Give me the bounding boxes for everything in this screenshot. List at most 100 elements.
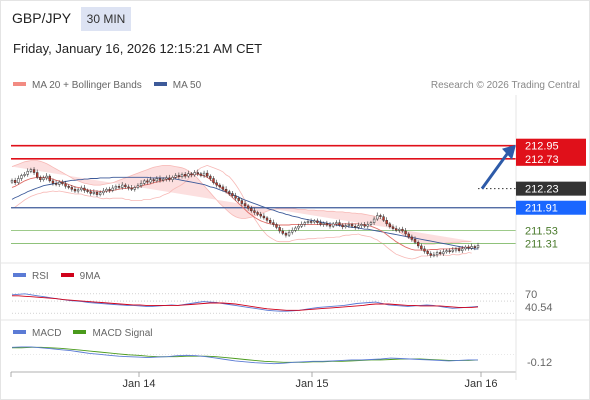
candle-body (171, 177, 174, 180)
symbol-title: GBP/JPY (12, 10, 72, 26)
candle-body (155, 178, 159, 182)
candle-body (121, 184, 124, 188)
candle-body (102, 190, 105, 194)
candle-body (429, 253, 432, 256)
candle-body (130, 187, 133, 190)
resistance-1-tag: 212.95 (525, 141, 559, 153)
candle-body (237, 197, 240, 201)
candle-body (262, 215, 266, 219)
candle-body (174, 175, 177, 178)
candle-body (382, 216, 385, 221)
candle-body (360, 224, 363, 226)
candle-body (58, 181, 61, 185)
candle-body (177, 175, 181, 177)
datetime-label: Friday, January 16, 2026 12:15:21 AM CET (13, 41, 263, 56)
candle-body (426, 251, 429, 254)
candle-body (256, 212, 259, 215)
candle-body (39, 177, 42, 180)
candle-body (420, 245, 423, 250)
candle-body (127, 186, 130, 189)
candle-body (13, 180, 17, 183)
signal-swatch (73, 330, 87, 335)
candle-body (394, 228, 398, 231)
candle-body (54, 183, 58, 185)
candle-body (275, 224, 278, 228)
candle-body (309, 221, 313, 223)
candle-body (149, 179, 152, 183)
candle-body (407, 233, 410, 238)
candle-body (442, 251, 445, 254)
candle-body (95, 191, 99, 195)
last-price-tag: 212.23 (525, 184, 559, 196)
candle-body (105, 188, 108, 192)
candle-body (253, 210, 256, 213)
candle-body (259, 214, 262, 217)
candle-body (45, 175, 48, 179)
candle-body (29, 169, 33, 172)
candle-body (316, 220, 319, 223)
candle-body (228, 191, 231, 194)
candle-body (291, 230, 294, 233)
candle-body (369, 222, 373, 225)
candle-body (193, 172, 196, 176)
resistance-2-tag-bg (516, 151, 586, 166)
resistance-1-tag-bg (516, 138, 586, 153)
candle-body (445, 250, 448, 253)
candle-body (26, 171, 29, 175)
candle-body (287, 231, 291, 236)
candle-body (212, 178, 215, 183)
bollinger-band-area (12, 160, 472, 245)
candle-body (180, 174, 184, 177)
candle-body (454, 248, 458, 251)
candle-body (366, 224, 369, 227)
candle-body (357, 225, 360, 228)
candle-body (161, 178, 165, 181)
candle-body (89, 191, 92, 194)
candle-body (136, 185, 140, 188)
candle-body (467, 246, 470, 249)
candle-body (313, 220, 316, 223)
candle-body (451, 249, 454, 252)
ma50-swatch (153, 82, 167, 87)
candle-body (98, 192, 102, 195)
candle-body (300, 224, 303, 227)
candle-body (347, 224, 351, 226)
candle-body (146, 180, 149, 183)
candle-body (379, 215, 382, 217)
candle-body (83, 187, 86, 191)
candle-body (404, 230, 407, 235)
candle-body (143, 180, 146, 184)
candle-body (432, 254, 436, 257)
candle-body (331, 223, 335, 227)
candle-body (448, 250, 451, 252)
candle-body (457, 248, 461, 251)
candle-body (158, 178, 162, 181)
candle-body (221, 186, 225, 190)
candle-body (303, 222, 307, 225)
candle-body (325, 222, 329, 226)
pivot-tag: 211.91 (525, 203, 558, 215)
ma20-legend-label: MA 20 + Bollinger Bands (32, 80, 142, 91)
candle-body (80, 187, 83, 191)
ma20-line (11, 173, 472, 251)
pivot-tag-bg (516, 200, 586, 215)
price-panel (1, 144, 589, 321)
candle-body (196, 172, 199, 174)
candle-body (335, 222, 338, 225)
macd-swatch (13, 330, 26, 335)
timeframe-badge[interactable]: 30 MIN (81, 7, 131, 31)
candle-body (473, 246, 477, 248)
candle-body (354, 225, 357, 228)
candle-body (234, 195, 237, 199)
time-axis: Jan 14 Jan 15 Jan 16 (10, 95, 517, 390)
macd-legend: MACD MACD Signal (13, 328, 152, 339)
candle-body (272, 222, 275, 225)
candle-body (269, 220, 272, 223)
candle-body (391, 226, 395, 229)
candle-body (464, 246, 467, 250)
candle-body (363, 224, 366, 227)
candle-body (42, 177, 45, 180)
candle-body (246, 205, 250, 209)
candle-body (461, 248, 464, 251)
price-legend: MA 20 + Bollinger Bands MA 50 (13, 80, 201, 91)
